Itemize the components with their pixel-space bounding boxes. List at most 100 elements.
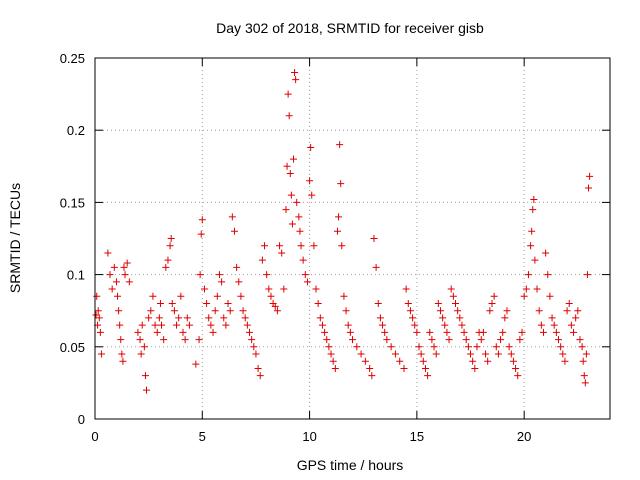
data-point — [443, 328, 451, 336]
data-point — [327, 350, 335, 358]
data-point — [207, 321, 215, 329]
data-point — [370, 235, 378, 242]
data-point — [280, 285, 288, 293]
data-point — [469, 357, 477, 365]
y-tick-label: 0.05 — [60, 340, 85, 355]
data-point — [292, 76, 300, 84]
data-point — [555, 336, 562, 344]
data-point — [445, 336, 453, 344]
data-point — [402, 285, 410, 293]
data-point — [200, 285, 208, 293]
data-point — [424, 372, 432, 380]
data-point — [252, 350, 260, 358]
data-point — [449, 292, 457, 300]
data-point — [436, 307, 444, 315]
data-point — [254, 364, 262, 372]
data-point — [565, 299, 573, 307]
data-point — [306, 177, 314, 185]
data-point — [297, 242, 305, 250]
data-point — [209, 328, 217, 336]
data-point — [391, 350, 399, 358]
data-point — [514, 372, 522, 380]
data-point — [582, 350, 590, 358]
data-point — [409, 314, 417, 322]
data-point — [175, 314, 183, 322]
data-point — [492, 343, 500, 351]
data-point — [342, 307, 350, 315]
data-point — [224, 299, 232, 307]
data-point — [226, 307, 234, 315]
y-axis-label: SRMTID / TECUs — [7, 183, 23, 293]
data-point — [96, 328, 104, 336]
data-points — [92, 68, 594, 394]
data-point — [115, 307, 123, 315]
data-point — [329, 357, 337, 365]
data-point — [576, 336, 584, 344]
data-point — [340, 292, 348, 300]
data-point — [314, 299, 322, 307]
data-point — [177, 292, 185, 300]
data-point — [520, 292, 528, 300]
data-point — [239, 307, 247, 315]
data-point — [258, 256, 266, 264]
data-point — [559, 350, 567, 358]
data-point — [374, 299, 382, 307]
data-point — [456, 314, 464, 322]
y-tick-label: 0.1 — [67, 268, 85, 283]
data-point — [484, 357, 492, 365]
data-point — [428, 336, 436, 344]
data-point — [116, 321, 124, 329]
data-point — [411, 321, 419, 329]
data-point — [537, 321, 545, 329]
data-point — [196, 271, 204, 279]
data-point — [548, 314, 556, 322]
data-point — [417, 350, 425, 358]
data-point — [325, 343, 333, 351]
data-point — [228, 213, 236, 221]
data-point — [291, 68, 299, 76]
data-point — [166, 242, 174, 250]
data-point — [419, 357, 427, 365]
data-point — [282, 206, 290, 214]
data-point — [92, 311, 100, 319]
data-point — [415, 343, 423, 351]
data-point — [477, 336, 485, 344]
data-point — [509, 357, 517, 365]
data-point — [583, 271, 591, 279]
data-point — [331, 364, 339, 372]
data-point — [482, 350, 490, 358]
data-point — [162, 263, 170, 271]
data-point — [530, 196, 538, 204]
data-point — [454, 307, 462, 315]
data-point — [95, 314, 103, 322]
data-point — [462, 336, 470, 344]
data-point — [533, 285, 541, 293]
data-point — [213, 292, 221, 300]
data-point — [490, 292, 498, 300]
data-point — [278, 249, 286, 257]
data-point — [316, 314, 324, 322]
data-point — [447, 285, 455, 293]
data-point — [376, 314, 384, 322]
data-point — [312, 285, 320, 293]
data-point — [338, 242, 346, 250]
data-point — [539, 328, 547, 336]
data-point — [361, 357, 369, 365]
data-point — [563, 307, 571, 315]
data-point — [299, 256, 307, 264]
data-point — [344, 321, 352, 329]
data-point — [406, 307, 414, 315]
data-point — [248, 336, 256, 344]
data-point — [183, 314, 191, 322]
data-point — [379, 321, 387, 329]
data-point — [134, 328, 142, 336]
data-point — [261, 242, 269, 250]
data-point — [561, 357, 569, 365]
data-point — [441, 321, 449, 329]
data-point — [336, 141, 344, 149]
data-point — [197, 230, 205, 238]
data-point — [544, 271, 552, 279]
y-tick-label: 0.15 — [60, 195, 85, 210]
data-point — [119, 357, 127, 365]
data-point — [230, 227, 238, 235]
